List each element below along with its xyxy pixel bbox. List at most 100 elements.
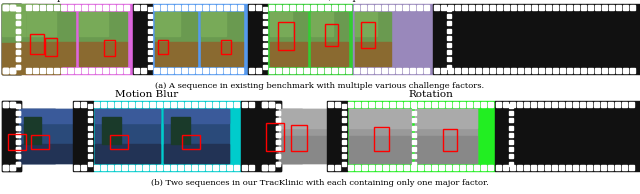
Bar (623, 68, 628, 73)
Bar (133, 4, 153, 74)
Bar (88, 154, 92, 158)
Bar (418, 102, 423, 107)
Bar (490, 5, 495, 10)
Bar (559, 102, 564, 107)
Bar (325, 68, 330, 73)
Bar (16, 14, 20, 18)
Bar (276, 140, 280, 144)
Bar (354, 68, 359, 73)
Bar (443, 129, 457, 151)
Bar (249, 5, 254, 10)
Bar (213, 165, 218, 170)
Bar (26, 68, 31, 73)
Bar (10, 165, 15, 170)
Bar (3, 109, 55, 122)
Bar (157, 165, 162, 170)
Bar (481, 102, 486, 107)
Bar (101, 102, 106, 107)
Bar (439, 102, 444, 107)
Bar (8, 134, 26, 150)
Bar (630, 68, 635, 73)
Bar (10, 102, 15, 107)
Bar (148, 50, 152, 54)
Bar (609, 5, 614, 10)
Bar (411, 165, 416, 170)
Bar (510, 102, 515, 107)
Bar (192, 102, 197, 107)
Bar (467, 102, 472, 107)
Bar (266, 123, 284, 151)
Bar (510, 165, 515, 170)
Bar (82, 68, 87, 73)
Bar (276, 118, 280, 122)
Bar (73, 101, 93, 171)
Bar (441, 68, 446, 73)
Bar (469, 5, 474, 10)
Bar (509, 111, 513, 115)
Bar (539, 5, 544, 10)
Bar (242, 165, 247, 170)
Bar (40, 68, 45, 73)
Bar (88, 118, 92, 122)
Bar (587, 165, 592, 170)
Bar (276, 154, 280, 158)
Bar (397, 102, 402, 107)
Bar (227, 102, 232, 107)
Bar (24, 117, 40, 144)
Bar (263, 43, 267, 47)
Bar (74, 165, 79, 170)
Bar (249, 68, 254, 73)
Bar (382, 68, 387, 73)
Bar (448, 68, 453, 73)
Bar (189, 68, 194, 73)
Bar (447, 57, 451, 61)
Bar (148, 57, 152, 61)
Bar (417, 5, 422, 10)
Bar (171, 165, 176, 170)
Bar (382, 5, 387, 10)
Bar (143, 102, 148, 107)
Bar (412, 147, 416, 151)
Bar (509, 126, 513, 130)
Bar (161, 68, 166, 73)
Bar (328, 102, 333, 107)
Bar (276, 162, 280, 166)
Bar (141, 68, 146, 73)
Bar (304, 68, 309, 73)
Bar (532, 5, 537, 10)
Bar (390, 102, 395, 107)
Bar (375, 5, 380, 10)
Bar (276, 133, 280, 137)
Bar (581, 68, 586, 73)
Bar (27, 42, 75, 66)
Bar (94, 102, 99, 107)
Bar (332, 68, 337, 73)
Bar (249, 165, 254, 170)
Bar (16, 147, 20, 151)
Bar (342, 154, 346, 158)
Bar (122, 165, 127, 170)
Bar (342, 111, 346, 115)
Bar (148, 14, 152, 18)
Bar (509, 104, 513, 108)
Bar (16, 29, 20, 33)
Bar (182, 5, 187, 10)
Bar (594, 102, 599, 107)
Bar (311, 68, 316, 73)
Bar (347, 101, 495, 171)
Bar (136, 165, 141, 170)
Bar (553, 68, 558, 73)
Bar (552, 102, 557, 107)
Bar (16, 36, 20, 40)
Bar (447, 21, 451, 25)
Bar (16, 104, 20, 108)
Bar (328, 165, 333, 170)
Bar (3, 42, 62, 66)
Bar (369, 165, 374, 170)
Bar (262, 109, 302, 128)
Bar (355, 102, 360, 107)
Bar (210, 68, 215, 73)
Bar (412, 111, 416, 115)
Bar (495, 101, 640, 171)
Bar (201, 42, 243, 66)
